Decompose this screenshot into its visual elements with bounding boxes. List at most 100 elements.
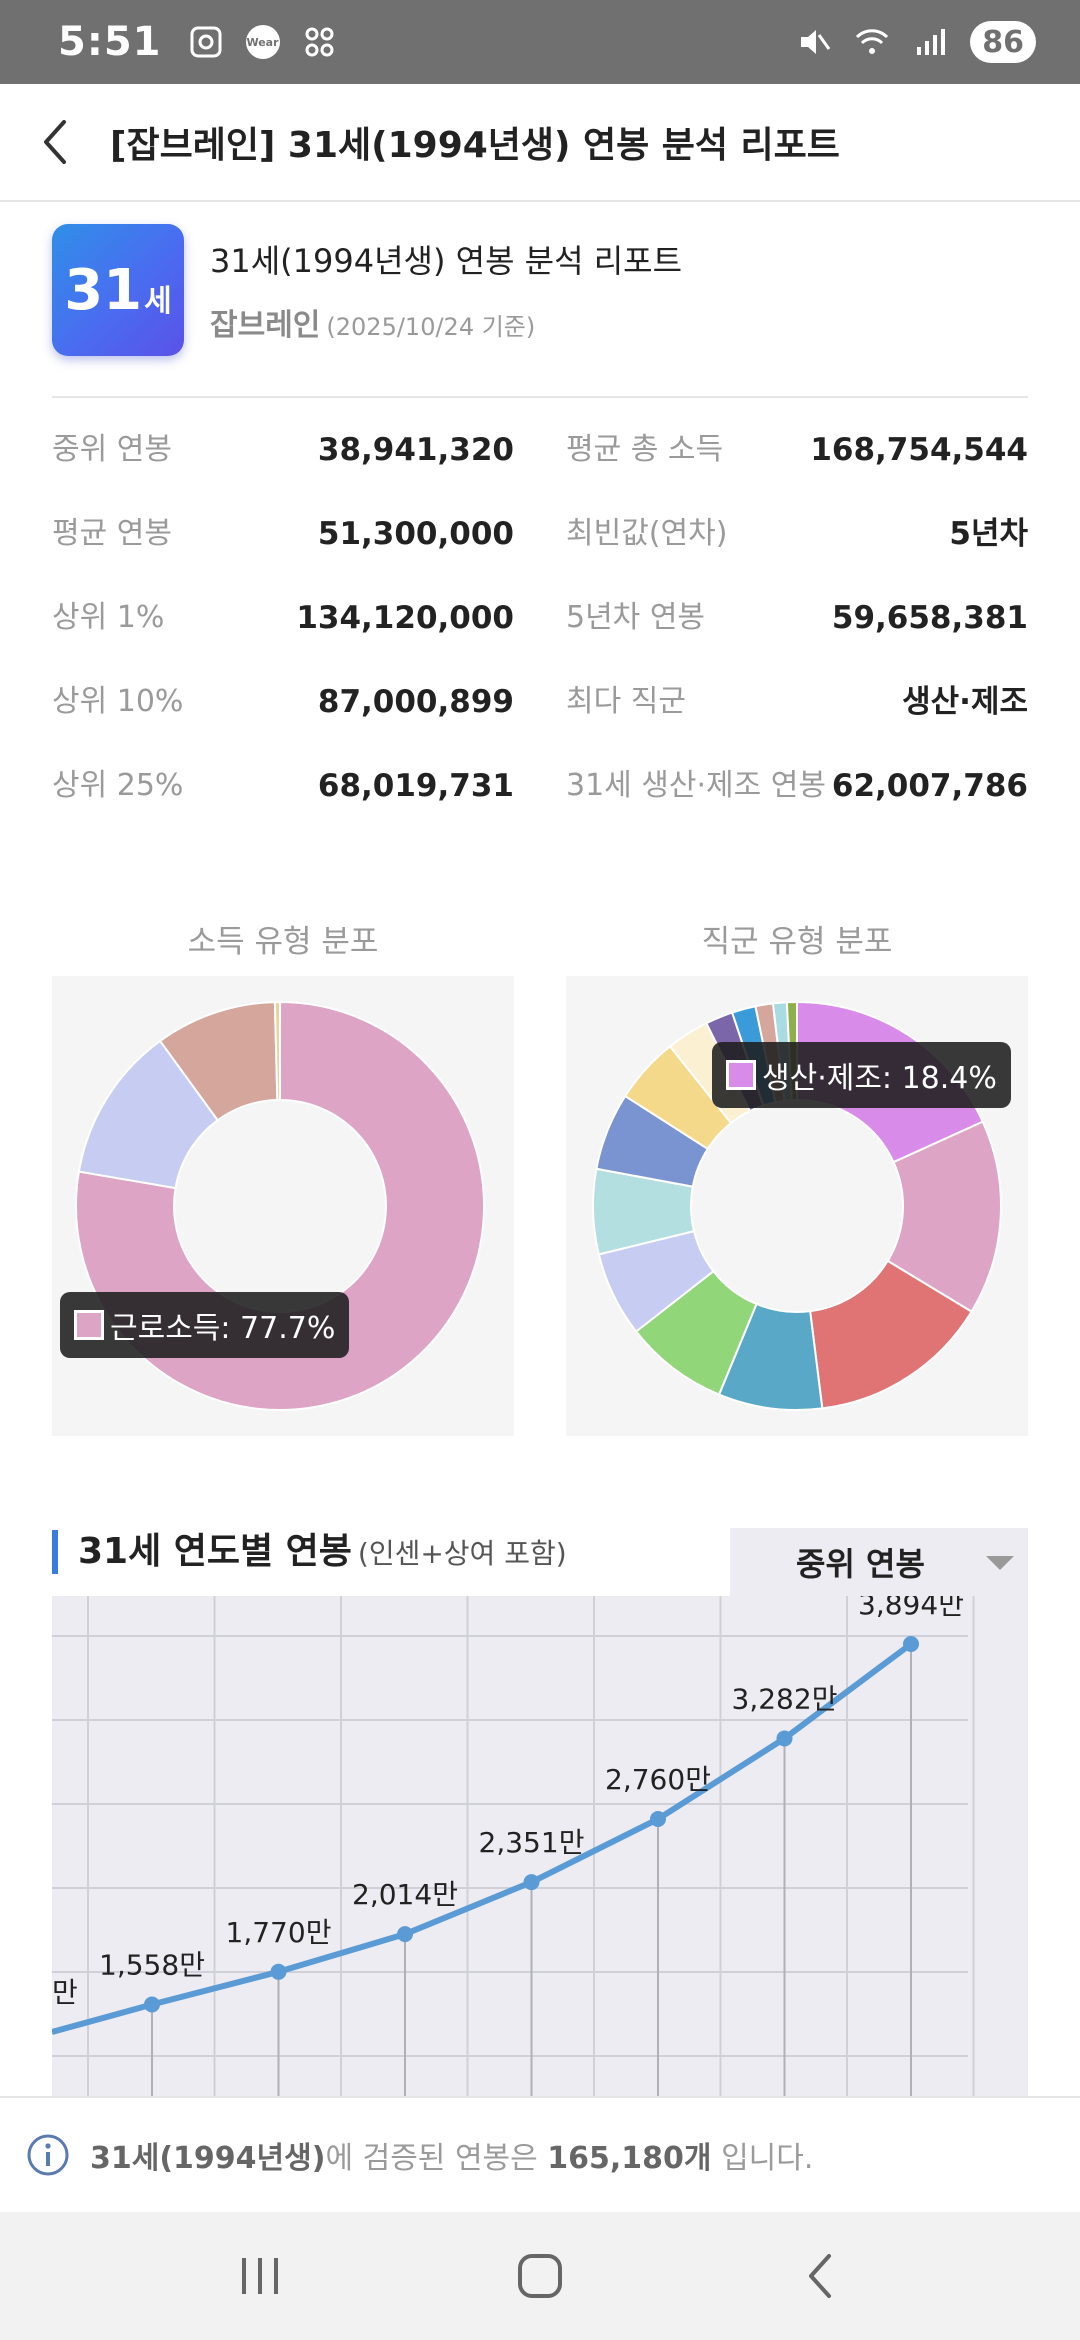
dropdown-arrow-icon [986, 1556, 1014, 1570]
stat-value: 51,300,000 [317, 516, 514, 552]
yearly-title: 31세 연도별 연봉 (인센+상여 포함) [78, 1524, 567, 1582]
data-point[interactable] [523, 1874, 540, 1891]
data-point[interactable] [144, 1996, 160, 2013]
job-slice-1[interactable] [886, 1120, 1002, 1314]
stat-value: 68,019,731 [317, 768, 514, 804]
stat-mode-years: 최빈값(연차) 5년차 [566, 514, 1028, 554]
data-label: 2,351만 [479, 1826, 585, 1859]
system-back-button[interactable] [760, 2226, 880, 2326]
info-count: 165,180개 [547, 2141, 712, 2176]
stat-row: 상위 25% 68,019,731 31세 생산·제조 연봉 62,007,786 [52, 766, 1028, 850]
report-title-age: 31세(1994년생) [210, 242, 446, 280]
report-title-rest: 연봉 분석 리포트 [445, 242, 683, 280]
report-source: 잡브레인 (2025/10/24 기준) [210, 300, 535, 344]
stat-average: 평균 연봉 51,300,000 [52, 514, 514, 554]
stat-avg-total-income: 평균 총 소득 168,754,544 [566, 430, 1028, 470]
income-chart-title: 소득 유형 분포 [187, 924, 379, 960]
stat-5-year-salary: 5년차 연봉 59,658,381 [566, 598, 1028, 638]
info-icon [27, 2134, 69, 2176]
back-button[interactable] [0, 83, 110, 201]
stat-top-10: 상위 10% 87,000,899 [52, 682, 514, 722]
stat-label: 상위 10% [52, 684, 184, 719]
status-icons-left: Wear [188, 24, 338, 60]
job-chart-title: 직군 유형 분포 [701, 924, 893, 960]
stat-label: 5년차 연봉 [566, 600, 706, 635]
info-text: 31세(1994년생)에 검증된 연봉은 165,180개 입니다. [90, 2133, 813, 2177]
tooltip-swatch [74, 1310, 104, 1340]
data-label: 3,282만 [732, 1682, 838, 1715]
data-label: 2,014만 [352, 1878, 458, 1911]
stat-label: 31세 생산·제조 연봉 [566, 768, 826, 803]
stat-median: 중위 연봉 38,941,320 [52, 430, 514, 470]
system-nav-bar [0, 2212, 1080, 2340]
data-point[interactable] [650, 1811, 666, 1828]
info-mid: 에 검증된 연봉은 [325, 2141, 548, 2176]
yearly-section-header: 31세 연도별 연봉 (인센+상여 포함) [52, 1524, 1028, 1594]
home-button[interactable] [480, 2226, 600, 2326]
recent-apps-icon [242, 2258, 278, 2294]
wear-icon: Wear [245, 25, 280, 59]
section-accent [52, 1530, 58, 1574]
signal-icon [912, 24, 948, 60]
recent-apps-button[interactable] [200, 2226, 320, 2326]
home-icon [518, 2254, 562, 2298]
age-unit: 세 [144, 284, 172, 319]
stat-row: 평균 연봉 51,300,000 최빈값(연차) 5년차 [52, 514, 1028, 598]
page-title: [잡브레인] 31세(1994년생) 연봉 분석 리포트 [110, 125, 840, 166]
screenshot-icon [188, 24, 224, 60]
stat-row: 중위 연봉 38,941,320 평균 총 소득 168,754,544 [52, 430, 1028, 514]
wifi-icon [854, 24, 890, 60]
data-point[interactable] [397, 1926, 413, 1943]
stat-label: 최빈값(연차) [566, 516, 728, 551]
income-slice-3[interactable] [273, 1000, 281, 1102]
stat-value: 134,120,000 [296, 600, 514, 636]
mute-icon [796, 24, 832, 60]
stats-grid: 중위 연봉 38,941,320 평균 총 소득 168,754,544 평균 연봉… [52, 430, 1028, 850]
stat-label: 상위 1% [52, 600, 165, 635]
data-point[interactable] [903, 1636, 919, 1652]
tooltip-text: 근로소득: 77.7% [110, 1311, 336, 1346]
line-chart-svg[interactable]: 만 1,558만 1,770만 2,014만 2,351만 2,760만 3,282만 3,8… [52, 1596, 1028, 2096]
status-bar: 5:51 Wear 86 [0, 0, 1080, 84]
salary-type-select[interactable]: 중위 연봉 [730, 1528, 1028, 1596]
income-donut[interactable] [52, 976, 514, 1436]
stat-label: 평균 총 소득 [566, 432, 724, 467]
data-label: 3,894만 [858, 1596, 964, 1621]
tooltip-text: 생산·제조: 18.4% [762, 1061, 997, 1096]
age-number: 31 [64, 257, 143, 323]
age-badge: 31 세 [52, 224, 184, 356]
info-bar: 31세(1994년생)에 검증된 연봉은 165,180개 입니다. [0, 2096, 1080, 2212]
stat-value: 생산·제조 [902, 684, 1028, 720]
stat-value: 87,000,899 [317, 684, 514, 720]
report-date: (2025/10/24 기준) [326, 313, 536, 341]
stat-value: 59,658,381 [831, 600, 1028, 636]
job-chart[interactable]: 생산·제조: 18.4% [566, 976, 1028, 1436]
job-tooltip: 생산·제조: 18.4% [712, 1042, 1011, 1108]
yearly-subtitle: (인센+상여 포함) [357, 1537, 567, 1570]
data-label: 1,558만 [99, 1949, 205, 1982]
chevron-left-icon [44, 120, 66, 164]
stat-top-job: 최다 직군 생산·제조 [566, 682, 1028, 722]
stat-job-salary: 31세 생산·제조 연봉 62,007,786 [566, 766, 1028, 806]
stat-value: 62,007,786 [831, 768, 1028, 804]
yearly-line-chart[interactable]: 만 1,558만 1,770만 2,014만 2,351만 2,760만 3,282만 3,8… [52, 1596, 1028, 2096]
income-chart[interactable]: 근로소득: 77.7% [52, 976, 514, 1436]
stat-label: 평균 연봉 [52, 516, 172, 551]
battery-icon: 86 [970, 21, 1036, 63]
info-age: 31세(1994년생) [90, 2141, 326, 2176]
data-point[interactable] [776, 1730, 793, 1747]
status-time: 5:51 [58, 19, 162, 65]
stat-label: 최다 직군 [566, 684, 686, 719]
stat-value: 168,754,544 [810, 432, 1028, 468]
data-label: 1,770만 [226, 1916, 332, 1949]
data-point[interactable] [270, 1963, 287, 1980]
income-tooltip: 근로소득: 77.7% [60, 1292, 350, 1358]
status-icons-right: 86 [796, 21, 1036, 63]
back-icon [809, 2254, 831, 2298]
stat-value: 5년차 [949, 516, 1028, 552]
select-value: 중위 연봉 [796, 1545, 925, 1583]
yearly-title-text: 31세 연도별 연봉 [78, 1531, 352, 1572]
data-label: 만 [52, 1976, 78, 2009]
app-header: [잡브레인] 31세(1994년생) 연봉 분석 리포트 [0, 84, 1080, 202]
tooltip-swatch [726, 1060, 756, 1090]
